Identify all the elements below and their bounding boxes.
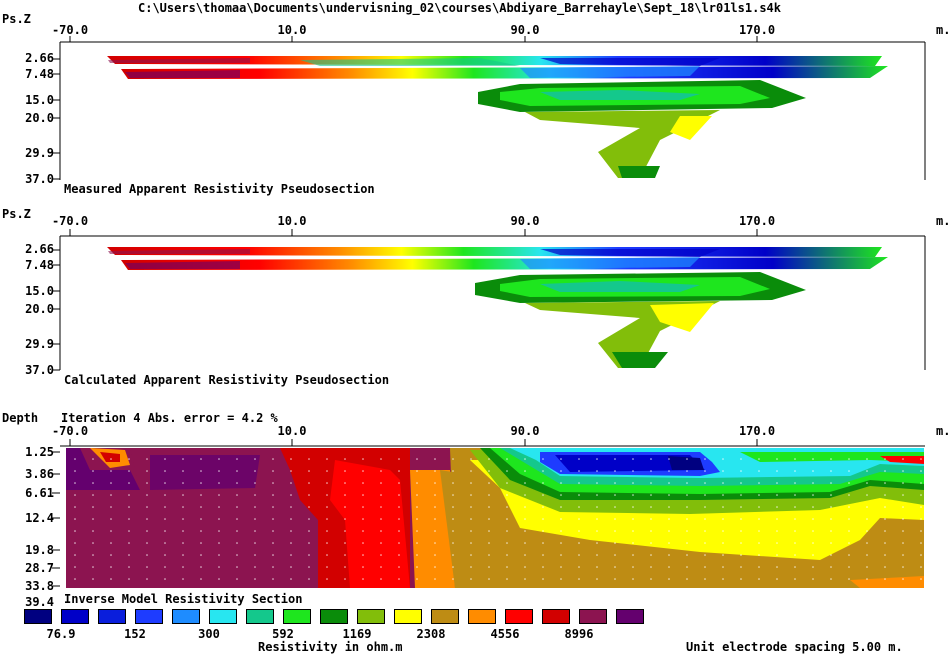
legend-swatch-13 bbox=[505, 609, 533, 624]
panel1-xtick-3: 170.0 bbox=[738, 23, 776, 37]
legend-label-1: 152 bbox=[124, 627, 146, 641]
panel3-xunit: m. bbox=[936, 424, 951, 438]
legend-label-6: 4556 bbox=[490, 627, 520, 641]
panel2-ytick-3: 20.0 bbox=[25, 302, 54, 316]
panel1-xunit: m. bbox=[936, 23, 951, 37]
panel3-frame bbox=[52, 439, 925, 587]
panel3-ytick-0: 1.25 bbox=[25, 445, 54, 459]
panel2-xtick-3: 170.0 bbox=[738, 214, 776, 228]
legend-swatch-0 bbox=[24, 609, 52, 624]
panel1-ytick-2: 15.0 bbox=[25, 93, 54, 107]
panel2-xunit: m. bbox=[936, 214, 951, 228]
legend-swatch-5 bbox=[209, 609, 237, 624]
legend-swatch-9 bbox=[357, 609, 385, 624]
panel1-title: Measured Apparent Resistivity Pseudosect… bbox=[64, 182, 375, 196]
panel3-ytick-3: 12.4 bbox=[25, 511, 54, 525]
panel2-frame bbox=[52, 229, 926, 371]
legend-label-7: 8996 bbox=[564, 627, 594, 641]
legend-label-5: 2308 bbox=[416, 627, 446, 641]
legend-label-4: 1169 bbox=[342, 627, 372, 641]
legend-swatch-11 bbox=[431, 609, 459, 624]
panel3-ytick-4: 19.8 bbox=[25, 543, 54, 557]
panel3-xtick-3: 170.0 bbox=[738, 424, 776, 438]
panel1-frame bbox=[52, 36, 926, 180]
legend-swatch-1 bbox=[61, 609, 89, 624]
panel2-xtick-0: -70.0 bbox=[51, 214, 89, 228]
panel1-ytick-0: 2.66 bbox=[25, 51, 54, 65]
legend-swatch-14 bbox=[542, 609, 570, 624]
panel1-ylabel: Ps.Z bbox=[2, 12, 31, 26]
panel2-ylabel: Ps.Z bbox=[2, 207, 31, 221]
panel3-xtick-0: -70.0 bbox=[51, 424, 89, 438]
panel1-ytick-3: 20.0 bbox=[25, 111, 54, 125]
legend-swatch-3 bbox=[135, 609, 163, 624]
electrode-spacing-note: Unit electrode spacing 5.00 m. bbox=[686, 640, 903, 654]
panel3-xtick-1: 10.0 bbox=[277, 424, 307, 438]
legend-swatch-4 bbox=[172, 609, 200, 624]
legend-label-0: 76.9 bbox=[46, 627, 76, 641]
panel2-ytick-5: 37.0 bbox=[25, 363, 54, 377]
legend-title: Resistivity in ohm.m bbox=[258, 640, 403, 654]
panel2-ytick-0: 2.66 bbox=[25, 242, 54, 256]
panel1-xtick-2: 90.0 bbox=[510, 23, 540, 37]
panel1-xtick-0: -70.0 bbox=[51, 23, 89, 37]
panel3-ytick-5: 28.7 bbox=[25, 561, 54, 575]
panel3-title: Inverse Model Resistivity Section bbox=[64, 592, 303, 606]
legend-swatch-2 bbox=[98, 609, 126, 624]
legend-swatch-7 bbox=[283, 609, 311, 624]
legend-swatch-12 bbox=[468, 609, 496, 624]
legend-swatch-6 bbox=[246, 609, 274, 624]
panel3-ytick-1: 3.86 bbox=[25, 467, 54, 481]
legend-label-3: 592 bbox=[272, 627, 294, 641]
panel3-xtick-2: 90.0 bbox=[510, 424, 540, 438]
panel1-ytick-1: 7.48 bbox=[25, 67, 54, 81]
panel2-ytick-2: 15.0 bbox=[25, 284, 54, 298]
window-title: C:\Users\thomaa\Documents\undervisning_0… bbox=[138, 1, 781, 15]
panel3-ytick-6: 33.8 bbox=[25, 579, 54, 593]
panel2-ytick-4: 29.9 bbox=[25, 337, 54, 351]
legend-swatch-15 bbox=[579, 609, 607, 624]
panel1-ytick-4: 29.9 bbox=[25, 146, 54, 160]
legend-label-2: 300 bbox=[198, 627, 220, 641]
panel2-title: Calculated Apparent Resistivity Pseudose… bbox=[64, 373, 390, 387]
panel2-pseudosection bbox=[107, 247, 888, 368]
panel3-model bbox=[66, 448, 924, 588]
panel3-ytick-7: 39.4 bbox=[25, 595, 54, 609]
panel2-xtick-1: 10.0 bbox=[277, 214, 307, 228]
panel2-ytick-1: 7.48 bbox=[25, 258, 54, 272]
panel3-ytick-2: 6.61 bbox=[25, 486, 54, 500]
panel1-pseudosection bbox=[107, 56, 888, 178]
legend-swatch-10 bbox=[394, 609, 422, 624]
panel3-ylabel: Depth bbox=[2, 411, 39, 425]
panel1-xtick-1: 10.0 bbox=[277, 23, 307, 37]
panel3-iteration-note: Iteration 4 Abs. error = 4.2 % bbox=[61, 411, 278, 425]
legend-swatch-16 bbox=[616, 609, 644, 624]
legend-swatch-8 bbox=[320, 609, 348, 624]
panel2-xtick-2: 90.0 bbox=[510, 214, 540, 228]
panel1-ytick-5: 37.0 bbox=[25, 172, 54, 186]
